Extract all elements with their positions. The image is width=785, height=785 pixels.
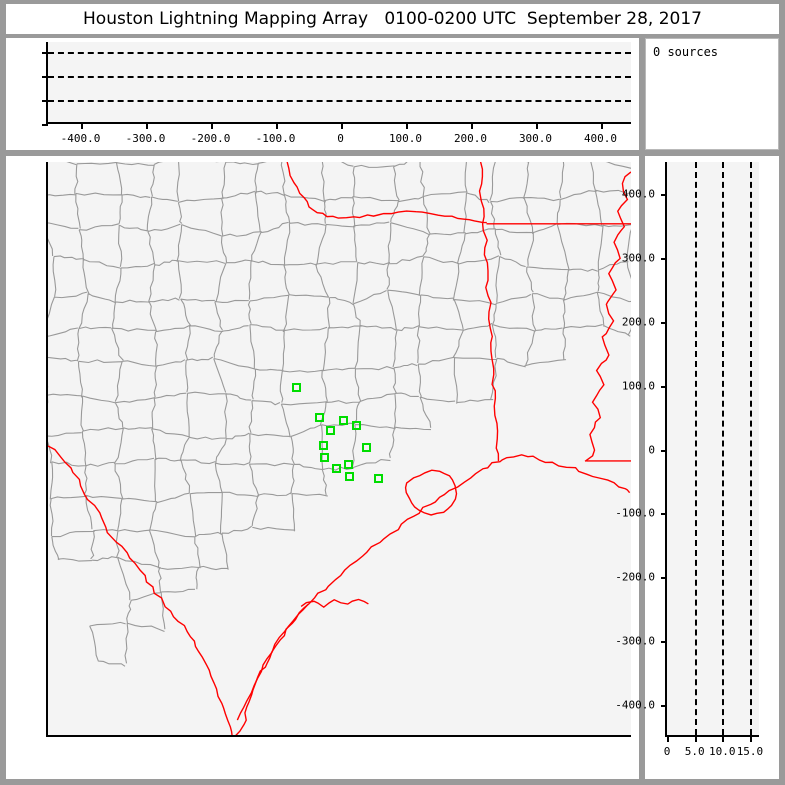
y-axis-tick: [661, 641, 667, 644]
y-axis-tick: [661, 577, 667, 580]
y-axis-tick: [46, 258, 48, 260]
map-geography: [48, 162, 631, 735]
y-axis-tick: [42, 75, 48, 78]
y-axis-label: 300.0: [621, 251, 655, 265]
lightning-source-marker: [319, 441, 329, 451]
y-axis-tick: [46, 386, 48, 388]
lightning-source-marker: [338, 416, 348, 426]
lightning-source-marker: [362, 443, 371, 453]
y-axis-tick: [46, 513, 48, 515]
x-axis-label: 10.0: [709, 745, 736, 758]
gridline-vertical: [749, 162, 752, 735]
y-axis-label: -100.0: [615, 506, 655, 520]
x-axis-tick: [210, 123, 213, 129]
lightning-source-marker: [332, 463, 342, 473]
x-axis-label: 400.0: [583, 132, 618, 145]
page-title: Houston Lightning Mapping Array 0100-020…: [83, 9, 702, 29]
y-axis-tick: [46, 641, 48, 643]
lightning-source-marker: [320, 452, 330, 462]
x-axis-tick: [211, 736, 213, 737]
gridline-vertical: [694, 162, 697, 735]
title-bar: Houston Lightning Mapping Array 0100-020…: [6, 4, 779, 34]
y-axis-label: 200.0: [621, 315, 655, 329]
y-axis-tick: [46, 322, 48, 324]
x-axis-label: -300.0: [125, 132, 166, 145]
lightning-source-marker: [315, 413, 325, 423]
map-panel: -400.0-300.0-200.0-100.00100.0200.0300.0…: [6, 156, 639, 779]
x-axis-tick: [145, 123, 148, 129]
x-axis-label: -400.0: [60, 132, 101, 145]
time-series-panel: 05.010.015.0-400.0-300.0-200.0-100.00100…: [6, 38, 639, 150]
x-axis-label: 300.0: [518, 132, 553, 145]
x-axis-tick: [667, 736, 669, 742]
sources-count-panel: 0 sources: [645, 38, 779, 150]
x-axis-tick: [535, 123, 538, 129]
x-axis-tick: [276, 736, 278, 737]
gridline-vertical: [722, 162, 725, 735]
x-axis-tick: [600, 123, 603, 129]
x-axis-label: 15.0: [736, 745, 764, 758]
gridline-horizontal: [48, 51, 631, 54]
x-axis-tick: [749, 736, 752, 742]
y-axis-label: -200.0: [615, 570, 655, 584]
lightning-source-marker: [291, 383, 301, 393]
x-axis-tick: [340, 123, 343, 129]
y-axis-tick: [661, 449, 667, 452]
x-axis-tick: [471, 736, 473, 737]
x-axis-tick: [405, 123, 408, 129]
y-axis-label: -400.0: [615, 698, 655, 712]
y-axis-tick: [661, 321, 667, 324]
lightning-source-marker: [373, 473, 383, 483]
time-series-plot-area: 05.010.015.0-400.0-300.0-200.0-100.00100…: [42, 42, 631, 145]
y-axis-label: 100.0: [621, 379, 655, 393]
x-axis-tick: [341, 736, 343, 737]
x-axis-tick: [146, 736, 148, 737]
x-axis-label: 100.0: [388, 132, 423, 145]
y-axis-label: -300.0: [615, 634, 655, 648]
gridline-horizontal: [48, 75, 631, 78]
x-axis-tick: [694, 736, 697, 742]
y-axis-tick: [46, 705, 48, 707]
y-axis-tick: [42, 124, 48, 126]
y-axis-tick: [46, 194, 48, 196]
x-axis-label: 200.0: [453, 132, 488, 145]
lightning-source-marker: [326, 425, 336, 435]
x-axis-label: 0: [337, 132, 344, 145]
gridline-horizontal: [48, 99, 631, 102]
x-axis-tick: [406, 736, 408, 737]
x-axis-tick: [470, 123, 473, 129]
map-plot-area: -400.0-300.0-200.0-100.00100.0200.0300.0…: [46, 162, 631, 737]
x-axis-tick: [81, 736, 83, 737]
y-axis-tick: [661, 193, 667, 196]
x-axis-label: -200.0: [190, 132, 231, 145]
x-axis-tick: [601, 736, 603, 737]
y-axis-label: 400.0: [621, 187, 655, 201]
x-axis-label: 0: [663, 745, 671, 758]
y-axis-tick: [661, 705, 667, 708]
y-axis-tick: [42, 51, 48, 54]
sources-count-label: 0 sources: [653, 45, 719, 59]
x-axis-label: 5.0: [684, 745, 705, 758]
lightning-source-marker: [345, 472, 355, 482]
x-axis-tick: [80, 123, 83, 129]
lightning-source-marker: [352, 421, 362, 431]
altitude-latitude-plot-area: -400.0 -300.0 -200.0 -100.0 0 100.0 200.0 300.0…: [615, 162, 763, 758]
x-axis-tick: [275, 123, 278, 129]
x-axis-label: -100.0: [255, 132, 296, 145]
y-axis-label: 0: [648, 443, 655, 456]
y-axis-tick: [46, 450, 48, 452]
y-axis-tick: [661, 385, 667, 388]
y-axis-tick: [661, 257, 667, 260]
y-axis-tick: [661, 513, 667, 516]
y-axis-tick: [42, 99, 48, 102]
altitude-latitude-panel: -400.0 -300.0 -200.0 -100.0 0 100.0 200.0 300.0…: [615, 156, 779, 779]
x-axis-tick: [722, 736, 725, 742]
y-axis-tick: [46, 577, 48, 579]
lightning-source-marker: [343, 459, 353, 469]
x-axis-tick: [536, 736, 538, 737]
